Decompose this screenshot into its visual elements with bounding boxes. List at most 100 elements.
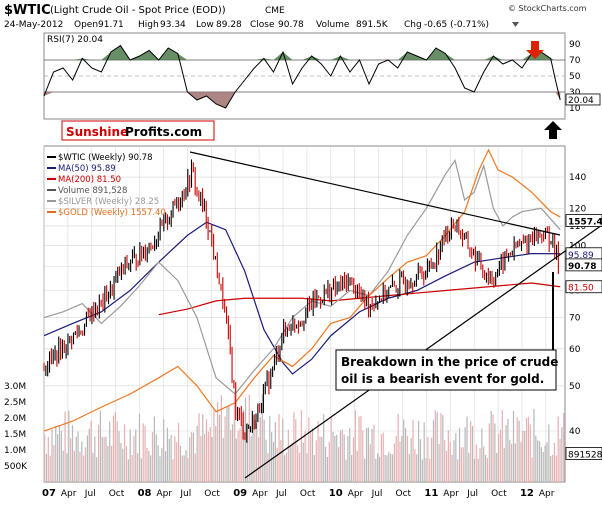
- volume-bar: [222, 437, 224, 482]
- volume-bar: [202, 414, 204, 482]
- volume-bar: [97, 424, 100, 482]
- volume-bar: [330, 417, 332, 482]
- volume-bar: [209, 427, 211, 482]
- x-tick-label: Jul: [84, 489, 96, 499]
- volume-bar: [194, 453, 196, 482]
- volume-bar: [161, 447, 163, 482]
- volume-bar: [207, 431, 209, 482]
- x-tick-label: Jul: [179, 489, 191, 499]
- volume-bar: [224, 416, 226, 482]
- volume-bar: [522, 430, 524, 482]
- volume-bar: [434, 410, 436, 482]
- volume-bar: [466, 416, 468, 482]
- legend-entry: MA(200) 81.50: [58, 175, 121, 185]
- volume-bar: [118, 431, 120, 482]
- x-tick-label: Apr: [443, 489, 459, 499]
- volume-bar: [200, 436, 202, 482]
- volume-bar: [146, 447, 148, 482]
- volume-bar: [142, 423, 144, 482]
- volume-bar: [239, 428, 241, 482]
- legend-entry: $WTIC (Weekly) 90.78: [58, 153, 153, 163]
- price-tag-box: [565, 280, 602, 294]
- volume-bar: [256, 423, 258, 482]
- volume-bar: [473, 458, 476, 482]
- volume-bar: [254, 419, 256, 482]
- volume-bar: [403, 419, 405, 482]
- volume-bar: [58, 425, 61, 482]
- volume-bar: [183, 455, 185, 482]
- volume-bar: [408, 454, 410, 482]
- volume-bar: [176, 442, 178, 482]
- volume-bar: [282, 418, 284, 482]
- volume-bar: [421, 459, 423, 482]
- volume-bar: [231, 424, 234, 482]
- volume-bar: [90, 420, 92, 482]
- volume-bar: [375, 458, 377, 482]
- volume-bar: [462, 447, 464, 482]
- x-tick-label: Oct: [491, 489, 507, 499]
- volume-bar: [511, 443, 513, 482]
- volume-bar: [49, 455, 51, 482]
- volume-bar: [101, 437, 103, 482]
- logo: Sunshine Profits.com: [61, 120, 215, 141]
- volume-bar: [70, 438, 72, 482]
- volume-bar: [386, 455, 388, 482]
- volume-bar: [378, 456, 381, 482]
- volume-bar: [313, 455, 316, 482]
- volume-bar: [86, 435, 88, 482]
- volume-bar: [336, 434, 338, 482]
- price-tag-gold: 1557.40: [568, 217, 602, 227]
- volume-bar: [96, 457, 98, 482]
- volume-bar: [51, 429, 53, 482]
- volume-bar: [168, 438, 170, 482]
- volume-bar: [427, 436, 429, 482]
- volume-bar: [445, 450, 448, 482]
- close-value: 90.78: [278, 20, 304, 30]
- low-label: Low: [196, 20, 214, 30]
- volume-bar: [429, 458, 431, 482]
- volume-bar: [514, 443, 516, 482]
- low-value: 89.28: [216, 20, 242, 30]
- volume-bar: [114, 412, 116, 482]
- volume-bar: [205, 419, 208, 482]
- volume-tick-label: 500K: [4, 462, 28, 472]
- x-tick-label: 11: [424, 488, 438, 499]
- grid-layer: [43, 146, 565, 482]
- volume-bar: [317, 421, 319, 482]
- volume-bar: [470, 421, 472, 482]
- volume-layer: 500K 1.0M 1.5M 2.0M 2.5M 3.0M: [4, 382, 565, 482]
- volume-tag: 891528: [568, 450, 602, 460]
- volume-bar: [494, 423, 496, 482]
- legend-entry: $GOLD (Weekly) 1557.40: [58, 208, 166, 218]
- x-tick-label: Oct: [204, 489, 220, 499]
- volume-bar: [475, 444, 477, 482]
- black-arrow-icon: [544, 121, 562, 139]
- dropdown-icon[interactable]: [512, 22, 519, 27]
- volume-bar: [367, 427, 369, 482]
- volume-bar: [550, 455, 552, 482]
- volume-bar: [155, 434, 157, 482]
- volume-bar: [211, 437, 213, 482]
- volume-bar: [131, 455, 133, 482]
- volume-bar: [297, 445, 299, 482]
- volume-bar: [416, 454, 418, 482]
- volume-bar: [354, 410, 356, 482]
- volume-bar: [436, 411, 438, 482]
- volume-bar: [170, 435, 172, 482]
- volume-bar: [440, 413, 442, 482]
- volume-bar: [164, 451, 167, 482]
- volume-bar: [423, 422, 425, 482]
- volume-bar: [365, 428, 368, 482]
- volume-bar: [507, 418, 509, 482]
- volume-bar: [406, 436, 409, 482]
- legend-entry: $SILVER (Weekly) 28.25: [58, 197, 159, 207]
- volume-bar: [291, 443, 293, 482]
- y-tick-label: 40: [569, 427, 581, 437]
- legend-entry: MA(50) 95.89: [58, 164, 116, 174]
- volume-bar: [68, 410, 70, 482]
- volume-bar: [230, 430, 232, 482]
- rsi-title: RSI(7) 20.04: [47, 35, 103, 45]
- volume-value: 891.5K: [356, 20, 389, 30]
